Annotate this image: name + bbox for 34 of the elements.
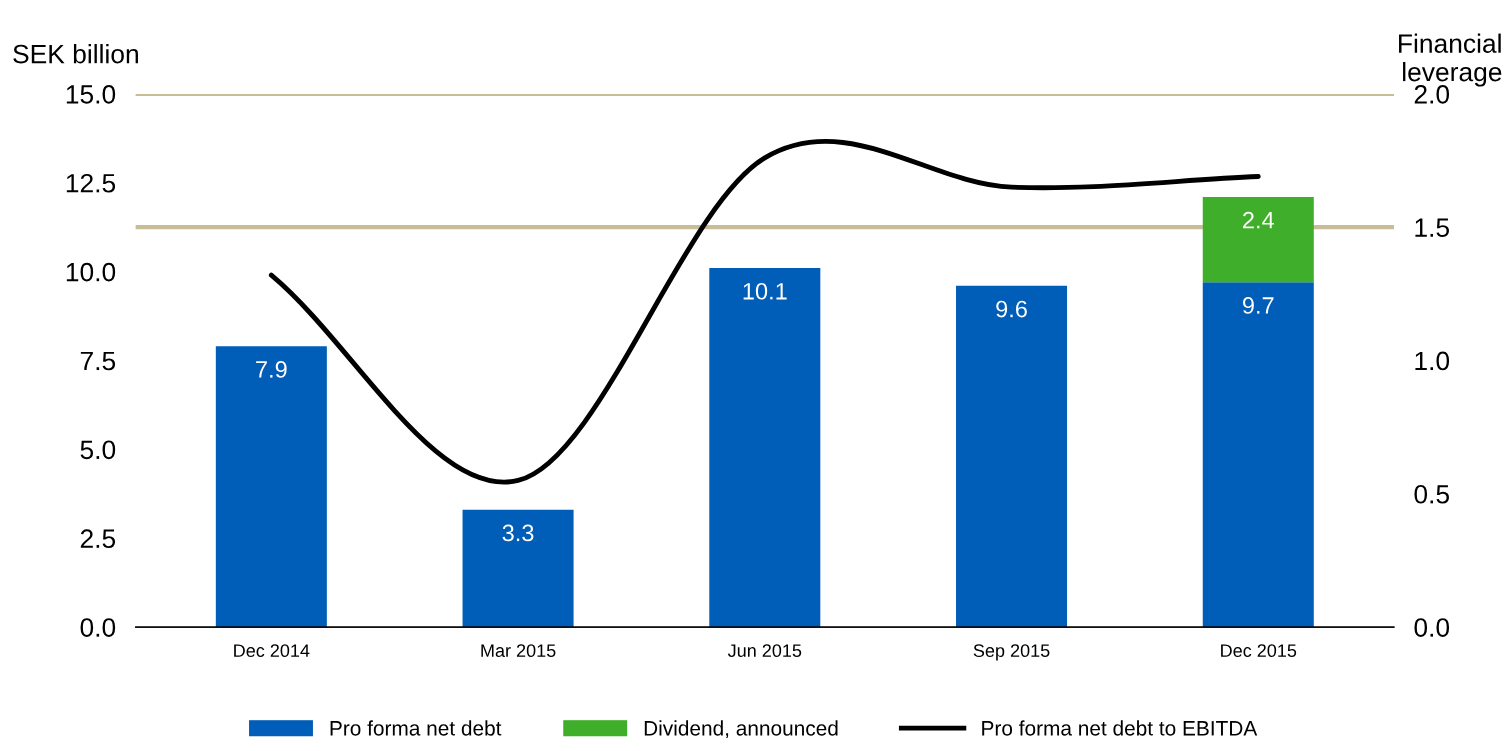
y-tick-label: 12.5: [66, 173, 116, 193]
data-label: 9.7: [1242, 297, 1274, 314]
x-tick-label: Sep 2015: [973, 644, 1050, 661]
y-tick-label: 2.5: [80, 529, 116, 549]
x-tick-label: Dec 2014: [234, 644, 310, 658]
y2-tick-label: 2.0: [1414, 85, 1450, 104]
bar: [462, 509, 574, 628]
legend-label: Dividend, announced: [644, 720, 838, 739]
y-tick-label: 0.0: [80, 618, 116, 637]
bar: [215, 346, 327, 628]
bar: [709, 268, 821, 628]
data-label: 9.6: [996, 300, 1027, 318]
y-tick-label: 10.0: [66, 262, 116, 282]
x-tick-label: Mar 2015: [481, 644, 556, 658]
data-label: 3.3: [502, 524, 534, 542]
data-label: 7.9: [256, 361, 287, 378]
legend-label: Pro forma net debt: [330, 720, 502, 736]
y-tick-label: 7.5: [80, 351, 116, 371]
y2-axis-title: Financial leverage: [1399, 33, 1502, 87]
bar: [956, 285, 1068, 628]
x-tick-label: Jun 2015: [727, 644, 802, 658]
y-axis-title: SEK billion: [13, 44, 138, 64]
x-tick-label: Dec 2015: [1221, 644, 1297, 658]
y-tick-label: 15.0: [66, 85, 116, 104]
y2-tick-label: 0.0: [1414, 618, 1450, 637]
y2-tick-label: 0.5: [1414, 484, 1449, 504]
y2-tick-label: 1.5: [1415, 218, 1449, 237]
bar: [1202, 282, 1314, 628]
bar: [1202, 196, 1314, 283]
legend-label: Pro forma net debt to EBITDA: [982, 720, 1258, 736]
y-tick-label: 5.0: [80, 440, 116, 460]
data-label: 10.1: [743, 282, 787, 300]
data-label: 2.4: [1243, 211, 1274, 229]
y2-tick-label: 1.0: [1415, 351, 1450, 371]
